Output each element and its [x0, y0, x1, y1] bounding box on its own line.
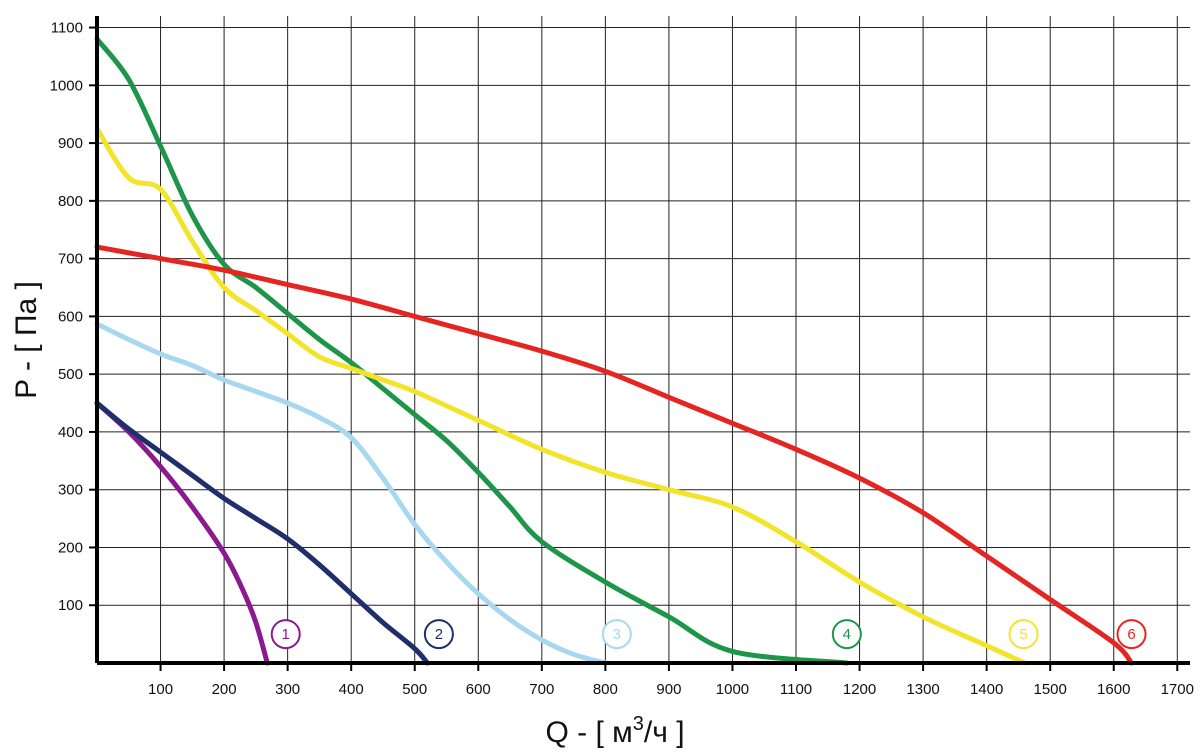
x-tick-label: 1100	[780, 681, 812, 698]
series-badge-3	[601, 619, 632, 650]
x-tick-label: 1600	[1097, 681, 1130, 698]
x-axis-title-sup: 3	[633, 713, 644, 735]
x-tick-label: 1000	[716, 681, 749, 698]
axes	[89, 16, 1190, 671]
y-tick-label: 1100	[51, 20, 83, 37]
x-tick-label: 1700	[1161, 681, 1194, 698]
y-tick-label: 300	[58, 482, 83, 499]
x-tick-label: 400	[339, 681, 364, 698]
series-line-2	[94, 400, 430, 666]
series-badge-label-3: 3	[613, 626, 621, 643]
y-tick-label: 400	[58, 424, 83, 441]
curve-badges: 1 2 3 4 5 6	[270, 619, 1147, 650]
x-tick-labels: 100 200 300 400 500 600 700 800 900 1000 1100 1200 1…	[148, 681, 1194, 698]
series-line-3	[94, 321, 608, 666]
series-line-6	[94, 244, 1134, 666]
y-axis-title: P - [ Па ]	[10, 281, 43, 399]
series-badge-4	[831, 619, 862, 650]
series-line-5	[94, 126, 1028, 666]
y-tick-label: 900	[58, 135, 83, 152]
x-tick-label: 1500	[1034, 681, 1067, 698]
series-line-4	[94, 36, 850, 666]
x-tick-label: 700	[529, 681, 554, 698]
x-tick-label: 900	[656, 681, 681, 698]
y-tick-label: 800	[58, 193, 83, 210]
series-badge-label-5: 5	[1019, 626, 1027, 643]
grid	[97, 16, 1190, 663]
series-badge-6	[1116, 619, 1147, 650]
series-badge-label-1: 1	[282, 626, 290, 643]
x-axis-title: Q - [ м3/ч ]	[545, 713, 684, 749]
series-badge-2	[423, 619, 454, 650]
x-axis-title-main: Q - [ м	[545, 716, 632, 749]
x-tick-label: 800	[593, 681, 618, 698]
series-badge-label-6: 6	[1127, 626, 1135, 643]
y-tick-label: 700	[58, 251, 83, 268]
curves	[94, 36, 1134, 666]
y-tick-label: 100	[58, 597, 83, 614]
x-tick-label: 100	[148, 681, 173, 698]
x-tick-label: 300	[275, 681, 300, 698]
x-tick-label: 1200	[843, 681, 876, 698]
y-tick-label: 200	[58, 539, 83, 556]
series-line-1	[94, 400, 270, 666]
y-tick-label: 1000	[50, 77, 83, 94]
x-tick-label: 1400	[970, 681, 1003, 698]
x-tick-label: 1300	[906, 681, 939, 698]
x-tick-label: 500	[402, 681, 427, 698]
series-badge-1	[270, 619, 301, 650]
x-tick-label: 600	[466, 681, 491, 698]
x-tick-label: 200	[212, 681, 237, 698]
series-badge-5	[1008, 619, 1039, 650]
y-tick-label: 600	[58, 308, 83, 325]
y-tick-labels: 100 200 300 400 500 600 700 800 900 1000 1100	[50, 20, 83, 615]
x-axis-title-tail: /ч ]	[644, 716, 685, 749]
y-tick-label: 500	[58, 366, 83, 383]
series-badge-label-2: 2	[435, 626, 443, 643]
series-badge-label-4: 4	[843, 626, 851, 643]
